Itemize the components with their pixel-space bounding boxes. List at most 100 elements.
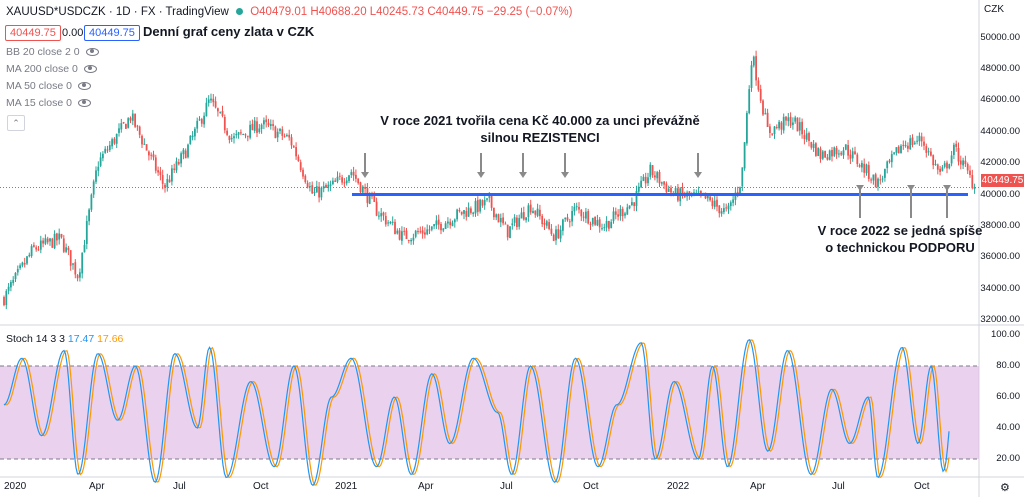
candle-body [159, 171, 162, 175]
candle-body [513, 217, 516, 223]
candle-body [798, 122, 801, 131]
stoch-legend[interactable]: Stoch 14 3 3 17.47 17.66 [6, 333, 123, 345]
candle-body [325, 184, 327, 188]
candle-body [842, 150, 845, 156]
eye-icon[interactable] [85, 48, 99, 57]
indicator-ma15[interactable]: MA 15 close 0 [6, 97, 91, 109]
candle-body [582, 216, 585, 218]
settings-gear-icon[interactable]: ⚙ [1000, 482, 1010, 494]
candle-body [826, 157, 829, 160]
candle-body [773, 126, 776, 134]
time-tick-label: Jul [500, 481, 513, 492]
price-tick-label: 32000.00 [980, 314, 1020, 325]
candle-body [654, 175, 656, 178]
collapse-legend-button[interactable]: ⌃ [7, 115, 25, 131]
candle-body [872, 174, 875, 181]
sell-price-button[interactable]: 40449.75 [5, 25, 61, 41]
candle-body [909, 138, 912, 150]
candle-body [591, 217, 594, 225]
candle-body [743, 142, 746, 169]
candle-body [529, 204, 532, 213]
candle-body [382, 212, 385, 216]
candle-body [286, 134, 288, 136]
price-tick-label: 38000.00 [980, 219, 1020, 231]
candle-body [863, 163, 866, 173]
symbol-label[interactable]: XAUUSD*USDCZK · 1D · FX · TradingView [6, 6, 229, 18]
candle-body [637, 186, 640, 192]
candle-body [720, 211, 723, 214]
candle-body [253, 120, 256, 131]
candle-body [141, 135, 143, 145]
indicator-ma50[interactable]: MA 50 close 0 [6, 80, 91, 92]
candle-body [440, 223, 442, 231]
candle-body [518, 218, 521, 227]
indicator-bb[interactable]: BB 20 close 2 0 [6, 46, 99, 58]
candle-body [874, 174, 877, 188]
resistance-arrow-1-head [361, 172, 369, 178]
candle-body [631, 202, 633, 206]
candle-body [384, 215, 387, 225]
price-tick-label: 46000.00 [980, 94, 1020, 106]
candle-body [877, 178, 879, 187]
candle-body [51, 238, 54, 248]
candle-body [355, 174, 357, 179]
market-status-dot [236, 7, 244, 15]
candle-body [916, 140, 918, 142]
candle-body [26, 256, 28, 264]
eye-icon[interactable] [77, 82, 91, 91]
candle-body [453, 219, 456, 223]
time-tick-label: Apr [89, 481, 105, 492]
indicator-ma200[interactable]: MA 200 close 0 [6, 63, 97, 75]
candle-body [936, 164, 939, 170]
candle-body [99, 157, 102, 166]
candle-body [424, 232, 426, 235]
candle-body [932, 155, 935, 166]
candle-body [154, 157, 157, 171]
support-annotation: V roce 2022 se jedná spíše o technickou … [817, 223, 983, 255]
buy-price-button[interactable]: 40449.75 [84, 25, 140, 41]
candle-body [341, 177, 343, 183]
candle-body [750, 65, 753, 88]
candle-body [612, 211, 615, 221]
candle-body [941, 167, 944, 171]
candle-body [840, 152, 843, 155]
price-tick-label: 36000.00 [980, 251, 1020, 263]
candle-body [709, 196, 711, 201]
candle-body [780, 122, 783, 130]
eye-icon[interactable] [83, 65, 97, 74]
resistance-arrow-5-head [694, 172, 702, 178]
candle-body [138, 126, 141, 135]
candle-body [881, 178, 884, 180]
candle-body [256, 121, 258, 133]
candle-body [550, 228, 553, 234]
candle-body [272, 124, 274, 126]
candle-body [205, 102, 208, 117]
candle-body [474, 200, 477, 214]
candle-body [226, 130, 228, 135]
candle-body [897, 146, 900, 154]
candle-body [288, 134, 291, 138]
candle-body [28, 254, 31, 257]
candle-body [603, 227, 606, 229]
candle-body [861, 162, 863, 168]
stoch-tick-label: 60.00 [996, 391, 1020, 402]
candle-body [913, 142, 916, 144]
candle-body [175, 161, 178, 171]
candle-body [867, 165, 870, 179]
candle-body [191, 135, 194, 138]
candle-body [244, 134, 247, 136]
candle-body [536, 208, 539, 216]
candle-body [5, 290, 8, 306]
candle-body [182, 149, 185, 155]
candle-body [741, 167, 744, 187]
candle-body [3, 297, 5, 306]
candle-body [145, 144, 148, 151]
candle-body [306, 182, 309, 188]
candle-body [775, 126, 778, 128]
candle-body [605, 221, 608, 228]
candle-body [263, 120, 265, 125]
resistance-arrow-2-head [477, 172, 485, 178]
eye-icon[interactable] [77, 99, 91, 108]
stoch-tick-label: 20.00 [996, 453, 1020, 464]
